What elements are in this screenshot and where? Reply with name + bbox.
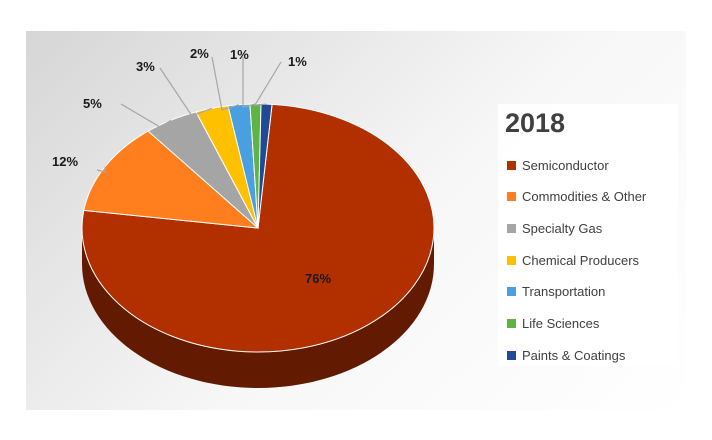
legend-swatch xyxy=(507,287,516,297)
legend-label: Specialty Gas xyxy=(522,220,603,236)
legend-label: Transportation xyxy=(522,284,606,300)
legend-label: Chemical Producers xyxy=(522,252,640,268)
chart-title: 2018 xyxy=(505,108,566,138)
data-label: 1% xyxy=(230,47,249,62)
leader-line xyxy=(211,56,240,111)
legend-swatch xyxy=(507,350,516,360)
legend-label: Life Sciences xyxy=(522,316,600,331)
leader-line xyxy=(159,67,213,117)
legend-label: Paints & Coatings xyxy=(522,347,626,363)
legend-item: Transportation xyxy=(507,282,605,302)
legend-item: Chemical Producers xyxy=(507,250,639,270)
legend-swatch xyxy=(507,160,516,170)
data-label: 12% xyxy=(52,154,78,169)
data-label: 5% xyxy=(83,96,102,111)
legend-label: Semiconductor xyxy=(522,157,609,173)
data-label: 3% xyxy=(136,59,155,74)
legend-item: Commodities & Other xyxy=(507,187,646,207)
legend-swatch xyxy=(507,223,516,233)
leader-line xyxy=(96,166,106,173)
data-label: 2% xyxy=(190,46,209,61)
leader-line xyxy=(120,103,172,128)
pie-slice-side xyxy=(82,228,434,388)
data-label: 76% xyxy=(305,271,331,286)
legend-swatch xyxy=(507,255,516,265)
legend-label: Commodities & Other xyxy=(522,189,647,205)
legend-swatch xyxy=(507,319,516,328)
legend-swatch xyxy=(507,192,516,202)
legend-item: Life Sciences xyxy=(507,314,599,334)
legend-item: Specialty Gas xyxy=(507,218,602,238)
legend-item: Semiconductor xyxy=(507,155,609,175)
leader-line xyxy=(242,57,256,108)
legend-item: Paints & Coatings xyxy=(507,345,625,365)
legend: 2018 Semiconductor Commodities & Other Spe… xyxy=(498,104,678,366)
leader-line xyxy=(253,61,282,106)
data-label: 1% xyxy=(288,54,307,69)
